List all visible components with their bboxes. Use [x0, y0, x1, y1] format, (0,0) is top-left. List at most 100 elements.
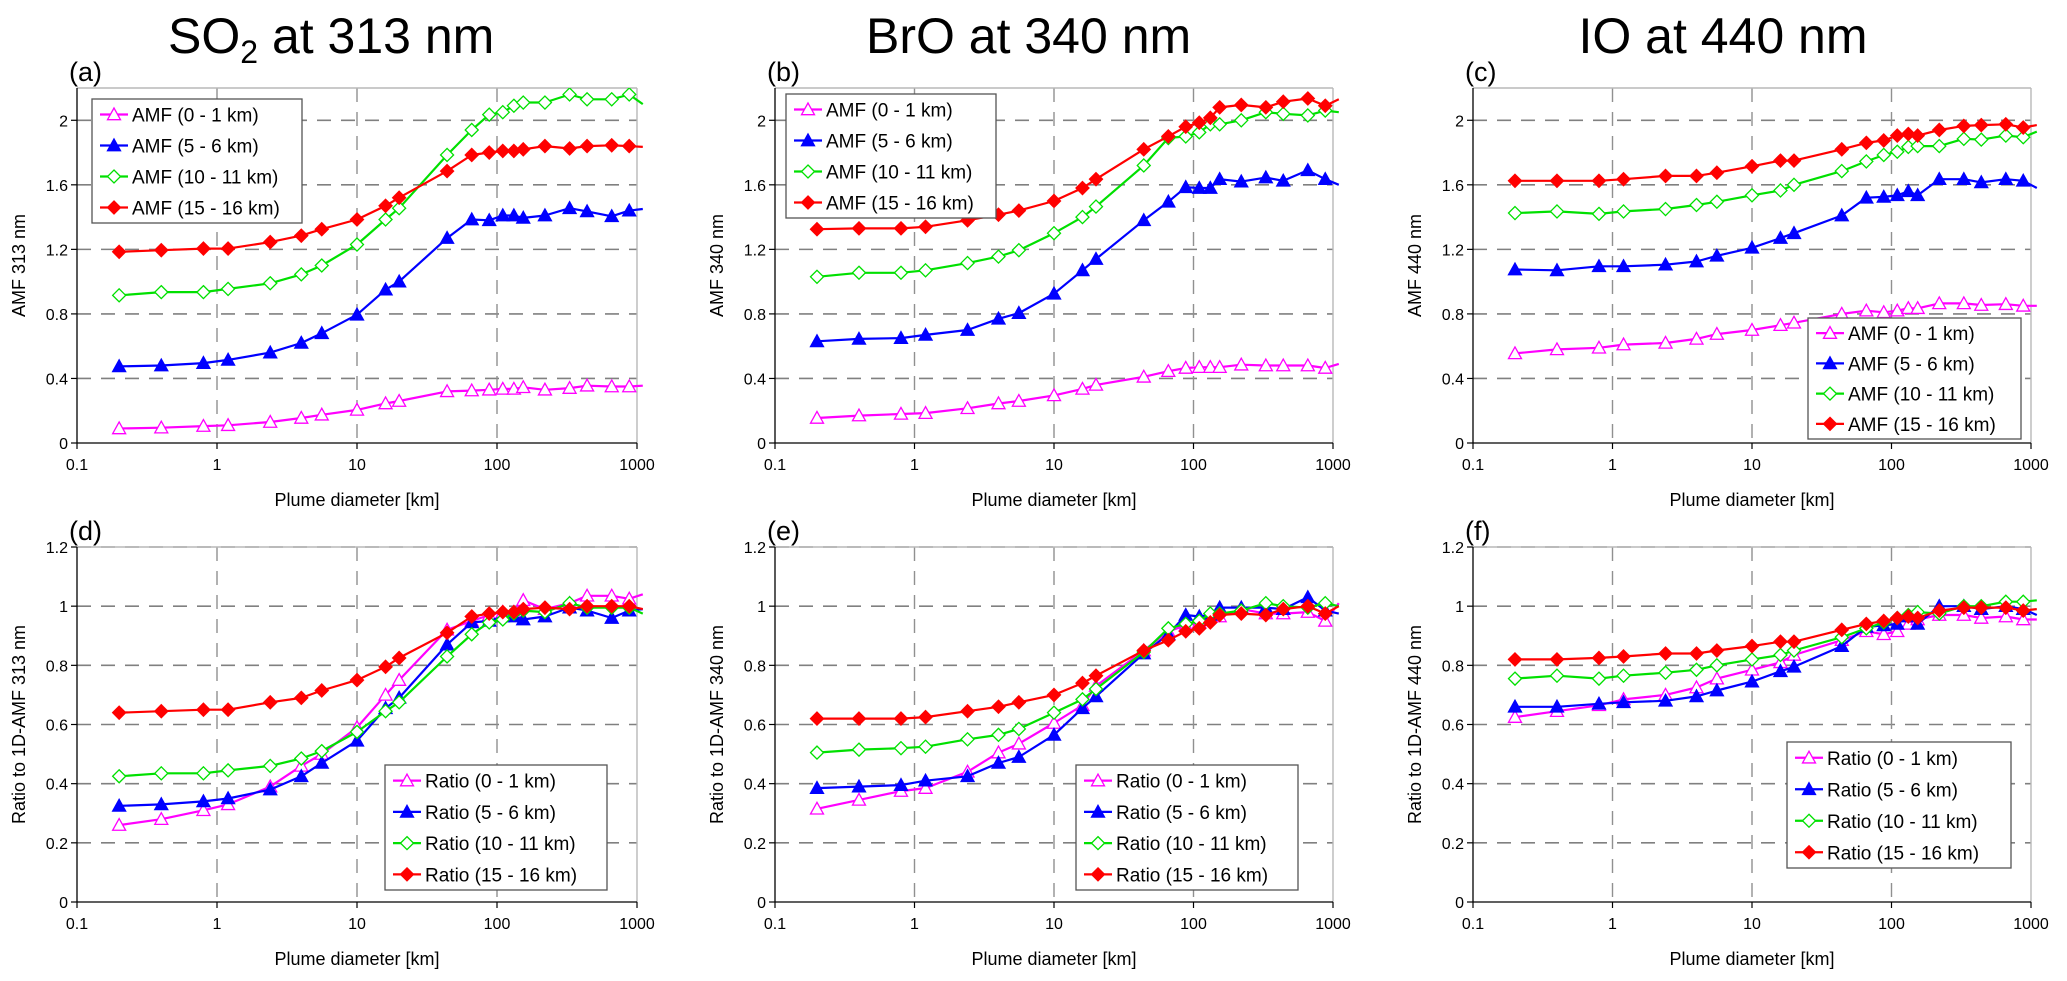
data-point-5-6: [1317, 171, 1333, 186]
data-point-15-16: [220, 702, 236, 718]
data-point-5-6: [1275, 172, 1291, 187]
series-line-0-1: [119, 384, 643, 430]
data-point-0-1: [2015, 298, 2031, 312]
data-point-5-6: [1074, 262, 1091, 277]
data-point-5-6: [604, 610, 620, 624]
data-point-0-1: [349, 402, 365, 416]
data-point-15-16: [918, 219, 933, 235]
data-point-0-1: [621, 378, 637, 393]
data-point-10-11: [991, 249, 1006, 265]
legend-marker-icon: [106, 137, 122, 152]
x-tick-label: 0.1: [66, 916, 88, 933]
panel-label: (d): [69, 516, 102, 546]
legend-item: AMF (0 - 1 km): [794, 101, 953, 122]
data-point-0-1: [1772, 317, 1789, 332]
legend-marker-icon: [106, 200, 122, 215]
data-point-10-11: [1973, 132, 1989, 148]
legend-item: Ratio (5 - 6 km): [1084, 803, 1247, 824]
legend-item: Ratio (15 - 16 km): [393, 865, 577, 886]
data-point-5-6: [1772, 230, 1789, 244]
y-tick-label: 0.4: [1442, 371, 1464, 388]
data-point-10-11: [1786, 643, 1802, 658]
data-point-5-6: [220, 352, 236, 366]
data-point-10-11: [314, 743, 330, 759]
legend-box: [91, 98, 303, 224]
x-tick-label: 100: [484, 916, 511, 933]
data-point-15-16: [1910, 128, 1926, 144]
data-point-0-1: [1688, 331, 1705, 345]
data-point-15-16: [1709, 165, 1725, 181]
data-point-5-6: [1834, 638, 1850, 652]
data-point-10-11: [1507, 671, 1523, 687]
data-point-5-6: [1178, 179, 1194, 194]
data-point-5-6: [959, 322, 976, 336]
x-tick-label: 0.1: [66, 457, 88, 474]
data-point-15-16: [579, 598, 595, 614]
legend-label: Ratio (0 - 1 km): [425, 772, 556, 793]
data-point-0-1: [1910, 300, 1926, 315]
y-tick-label: 0: [1455, 436, 1464, 453]
series-line-15-16: [119, 605, 644, 714]
data-point-10-11: [1075, 691, 1090, 707]
data-point-10-11: [1011, 721, 1027, 737]
series-line-5-6: [816, 169, 1340, 343]
y-tick-label: 1.2: [1442, 242, 1464, 259]
data-point-15-16: [918, 709, 933, 725]
data-point-15-16: [481, 606, 497, 621]
data-point-0-1: [153, 811, 169, 826]
legend-item: Ratio (0 - 1 km): [1084, 772, 1247, 793]
data-point-5-6: [1507, 261, 1523, 276]
legend-marker-icon: [800, 195, 816, 210]
data-point-5-6: [1258, 169, 1274, 184]
data-point-5-6: [464, 211, 480, 226]
data-point-0-1: [1889, 623, 1905, 638]
x-tick-label: 1000: [1315, 457, 1351, 474]
x-tick-label: 1000: [619, 916, 655, 933]
legend-label: AMF (0 - 1 km): [826, 101, 953, 122]
data-point-5-6: [1233, 173, 1249, 188]
series-line-5-6: [1514, 178, 2038, 272]
data-point-5-6: [1046, 285, 1062, 300]
y-tick-label: 1.6: [1442, 178, 1464, 195]
data-point-5-6: [262, 781, 278, 796]
y-tick-label: 1: [1455, 599, 1464, 616]
data-point-10-11: [537, 95, 553, 110]
data-point-10-11: [893, 740, 909, 756]
data-point-10-11: [515, 95, 531, 110]
legend-item: AMF (5 - 6 km): [100, 137, 259, 158]
data-point-10-11: [378, 703, 393, 719]
data-point-5-6: [262, 344, 278, 359]
data-point-15-16: [621, 138, 637, 154]
data-point-15-16: [1275, 601, 1291, 617]
data-point-15-16: [1744, 158, 1760, 174]
data-point-5-6: [195, 793, 212, 808]
data-point-15-16: [1876, 613, 1892, 629]
y-axis-label: AMF 313 nm: [9, 214, 29, 317]
series-line-10-11: [119, 93, 644, 297]
series-group: [1507, 116, 2038, 360]
x-tick-label: 0.1: [764, 916, 786, 933]
x-tick-label: 100: [1180, 457, 1207, 474]
x-tick-label: 10: [1045, 457, 1063, 474]
data-point-15-16: [1275, 94, 1291, 110]
legend-marker-icon: [399, 772, 415, 787]
panel-e: (e) 0 0.2 0.4 0.6 0.8 1 1.2 0.1 1 10 100 1000 Plume d…: [707, 516, 1351, 969]
data-point-15-16: [314, 221, 330, 237]
legend-marker-icon: [1801, 781, 1817, 796]
legend-item: Ratio (10 - 11 km): [1084, 834, 1267, 855]
data-point-10-11: [991, 727, 1006, 743]
legend: Ratio (0 - 1 km) Ratio (5 - 6 km) Ratio (1…: [1786, 741, 2012, 869]
series-line-15-16: [119, 144, 643, 253]
data-point-0-1: [1956, 295, 1972, 310]
data-point-0-1: [153, 419, 169, 434]
data-point-15-16: [1591, 650, 1607, 666]
data-point-5-6: [851, 331, 867, 345]
data-point-15-16: [1317, 98, 1333, 114]
data-point-5-6: [1191, 180, 1207, 194]
data-point-10-11: [464, 122, 480, 138]
data-point-15-16: [1075, 180, 1090, 196]
y-tick-label: 1: [59, 599, 68, 616]
data-point-10-11: [391, 694, 407, 710]
data-point-15-16: [1709, 643, 1725, 658]
legend-item: Ratio (15 - 16 km): [1795, 843, 1979, 864]
